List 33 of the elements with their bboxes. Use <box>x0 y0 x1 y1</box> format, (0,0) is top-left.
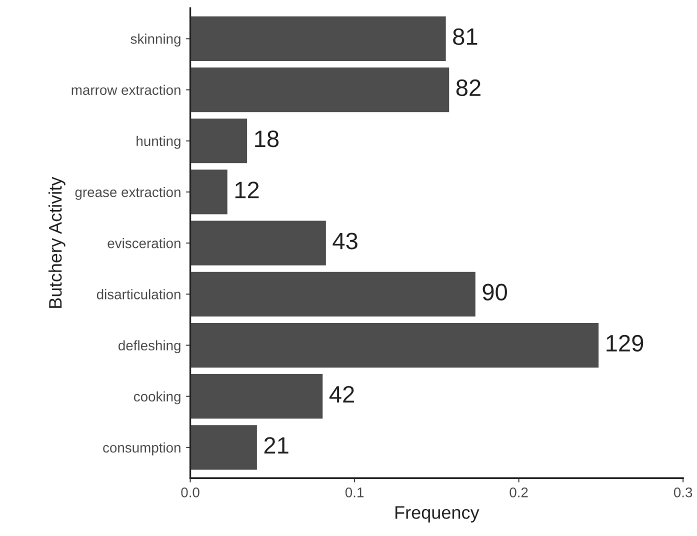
y-tick-label: evisceration <box>108 238 180 248</box>
bar <box>190 66 451 114</box>
bar <box>190 270 477 318</box>
bar <box>190 168 229 216</box>
x-tick-label: 0.0 <box>181 488 200 498</box>
bar <box>190 322 600 369</box>
annotation: 90 <box>482 284 507 301</box>
y-tick-label: marrow extraction <box>72 84 180 95</box>
x-tick-label: 0.3 <box>674 488 692 498</box>
annotation: 18 <box>255 130 279 148</box>
y-tick-label: cooking <box>134 391 180 404</box>
y-tick-label: disarticulation <box>96 289 180 300</box>
y-tick-label: defleshing <box>118 340 180 354</box>
annotation: 129 <box>606 334 644 352</box>
x-tick-label: 0.2 <box>510 488 528 498</box>
bar <box>190 219 328 267</box>
x-axis-title: Frequency <box>396 506 480 522</box>
bar <box>190 15 448 62</box>
y-axis-title: Butchery Activity <box>48 176 66 308</box>
y-tick-label: consumption <box>103 442 180 456</box>
annotation: 42 <box>329 386 354 402</box>
annotation: 12 <box>235 182 259 198</box>
bar <box>190 117 248 165</box>
bar <box>190 372 324 420</box>
annotation: 82 <box>456 79 480 96</box>
annotation: 43 <box>332 232 358 250</box>
annotation: 81 <box>453 28 478 46</box>
bar <box>190 424 258 472</box>
y-tick-label: hunting <box>136 136 180 149</box>
annotation: 21 <box>264 437 288 454</box>
y-tick-label: skinning <box>130 34 180 47</box>
x-tick-label: 0.1 <box>345 488 364 498</box>
y-tick-label: grease extraction <box>75 186 180 200</box>
